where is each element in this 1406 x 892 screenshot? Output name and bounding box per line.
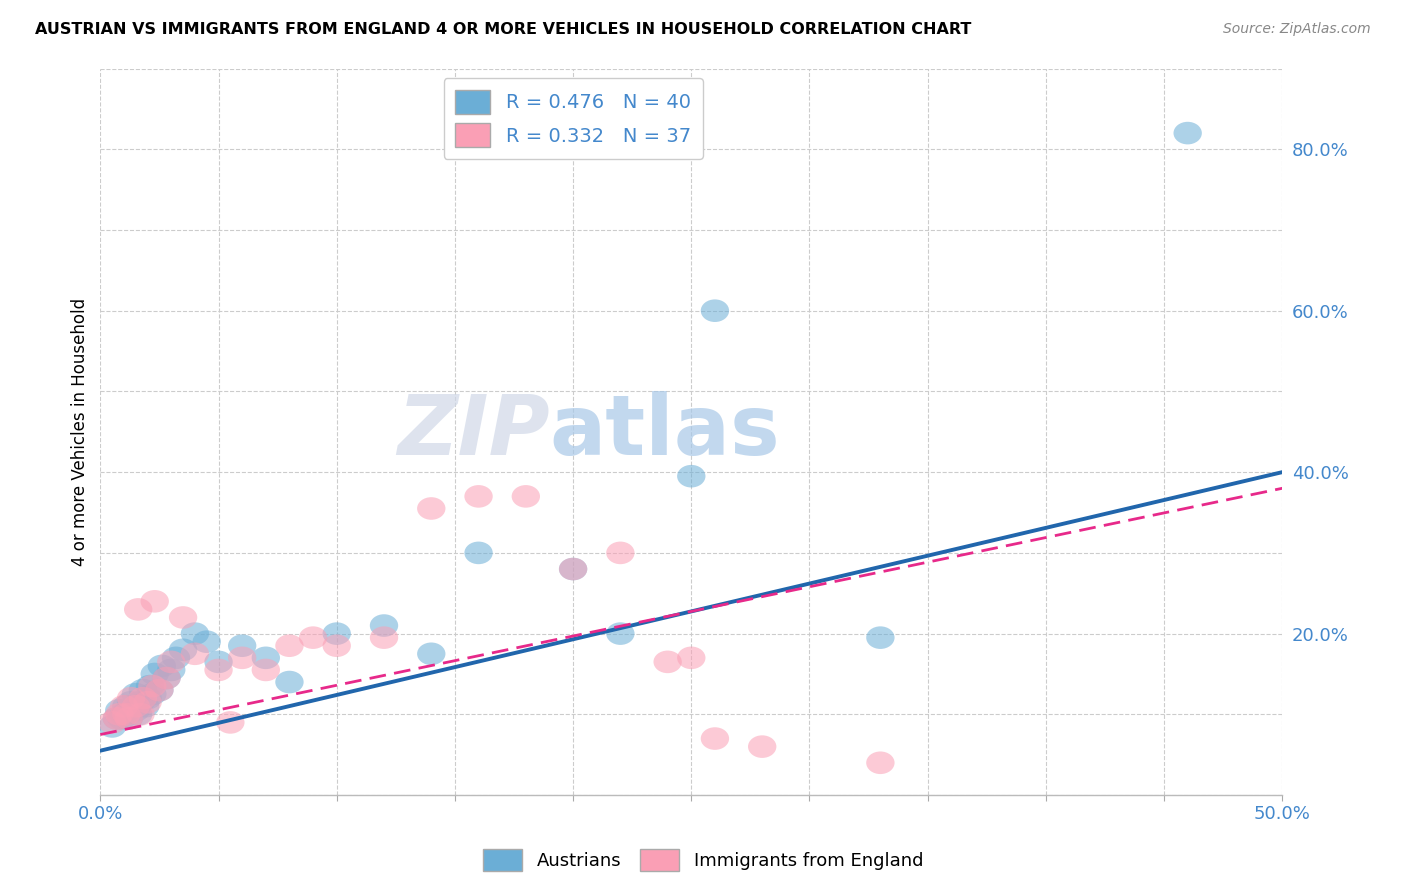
- Ellipse shape: [110, 695, 138, 717]
- Ellipse shape: [276, 634, 304, 657]
- Ellipse shape: [112, 695, 141, 717]
- Ellipse shape: [204, 650, 233, 673]
- Ellipse shape: [748, 735, 776, 758]
- Ellipse shape: [114, 707, 143, 730]
- Ellipse shape: [678, 465, 706, 488]
- Ellipse shape: [181, 623, 209, 645]
- Ellipse shape: [145, 679, 173, 701]
- Ellipse shape: [299, 626, 328, 649]
- Ellipse shape: [138, 674, 166, 698]
- Legend: Austrians, Immigrants from England: Austrians, Immigrants from England: [475, 842, 931, 879]
- Ellipse shape: [127, 703, 155, 725]
- Ellipse shape: [193, 631, 221, 653]
- Ellipse shape: [122, 695, 150, 717]
- Ellipse shape: [127, 691, 155, 714]
- Text: ZIP: ZIP: [396, 392, 550, 472]
- Ellipse shape: [129, 687, 157, 709]
- Ellipse shape: [145, 679, 173, 701]
- Ellipse shape: [169, 607, 197, 629]
- Ellipse shape: [866, 626, 894, 649]
- Ellipse shape: [131, 695, 159, 717]
- Ellipse shape: [162, 647, 190, 669]
- Ellipse shape: [117, 691, 145, 714]
- Ellipse shape: [122, 683, 150, 706]
- Ellipse shape: [105, 699, 134, 722]
- Ellipse shape: [654, 650, 682, 673]
- Ellipse shape: [157, 658, 186, 681]
- Ellipse shape: [114, 707, 143, 730]
- Ellipse shape: [141, 663, 169, 685]
- Ellipse shape: [322, 634, 352, 657]
- Ellipse shape: [560, 558, 588, 581]
- Text: AUSTRIAN VS IMMIGRANTS FROM ENGLAND 4 OR MORE VEHICLES IN HOUSEHOLD CORRELATION : AUSTRIAN VS IMMIGRANTS FROM ENGLAND 4 OR…: [35, 22, 972, 37]
- Ellipse shape: [606, 541, 634, 564]
- Ellipse shape: [122, 699, 150, 722]
- Ellipse shape: [1174, 122, 1202, 145]
- Ellipse shape: [252, 647, 280, 669]
- Ellipse shape: [169, 639, 197, 661]
- Ellipse shape: [370, 615, 398, 637]
- Ellipse shape: [134, 687, 162, 709]
- Ellipse shape: [217, 711, 245, 734]
- Ellipse shape: [152, 666, 181, 690]
- Ellipse shape: [148, 655, 176, 677]
- Ellipse shape: [464, 485, 492, 508]
- Ellipse shape: [276, 671, 304, 693]
- Ellipse shape: [98, 715, 127, 738]
- Ellipse shape: [606, 623, 634, 645]
- Ellipse shape: [252, 658, 280, 681]
- Ellipse shape: [105, 703, 134, 725]
- Ellipse shape: [512, 485, 540, 508]
- Ellipse shape: [700, 300, 730, 322]
- Y-axis label: 4 or more Vehicles in Household: 4 or more Vehicles in Household: [72, 298, 89, 566]
- Ellipse shape: [138, 683, 166, 706]
- Ellipse shape: [129, 679, 157, 701]
- Ellipse shape: [124, 599, 152, 621]
- Ellipse shape: [117, 687, 145, 709]
- Ellipse shape: [204, 658, 233, 681]
- Ellipse shape: [228, 634, 256, 657]
- Ellipse shape: [678, 647, 706, 669]
- Ellipse shape: [103, 707, 131, 730]
- Legend: R = 0.476   N = 40, R = 0.332   N = 37: R = 0.476 N = 40, R = 0.332 N = 37: [443, 78, 703, 159]
- Ellipse shape: [141, 590, 169, 613]
- Ellipse shape: [418, 642, 446, 665]
- Ellipse shape: [112, 703, 141, 725]
- Ellipse shape: [136, 674, 165, 698]
- Ellipse shape: [370, 626, 398, 649]
- Ellipse shape: [700, 727, 730, 750]
- Ellipse shape: [418, 497, 446, 520]
- Ellipse shape: [157, 650, 186, 673]
- Ellipse shape: [322, 623, 352, 645]
- Ellipse shape: [464, 541, 492, 564]
- Ellipse shape: [560, 558, 588, 581]
- Ellipse shape: [110, 703, 138, 725]
- Ellipse shape: [98, 711, 127, 734]
- Ellipse shape: [134, 691, 162, 714]
- Text: atlas: atlas: [550, 392, 780, 472]
- Ellipse shape: [152, 666, 181, 690]
- Text: Source: ZipAtlas.com: Source: ZipAtlas.com: [1223, 22, 1371, 37]
- Ellipse shape: [866, 751, 894, 774]
- Ellipse shape: [124, 703, 152, 725]
- Ellipse shape: [181, 642, 209, 665]
- Ellipse shape: [228, 647, 256, 669]
- Ellipse shape: [103, 707, 131, 730]
- Ellipse shape: [107, 707, 136, 730]
